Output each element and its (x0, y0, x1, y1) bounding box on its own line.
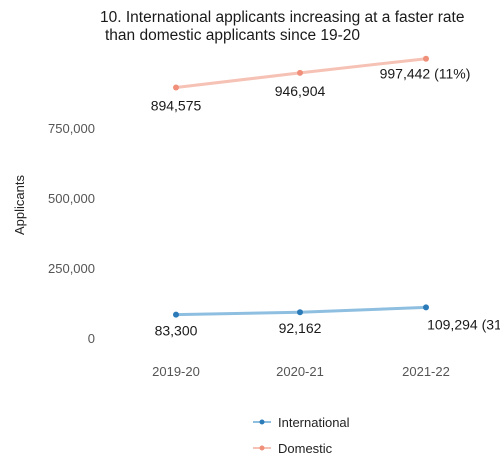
x-tick-label: 2019-20 (152, 364, 200, 379)
data-point (297, 69, 303, 76)
chart-title-line-2: than domestic applicants since 19-20 (105, 27, 361, 44)
y-ticks: 0 250,000 500,000 750,000 (48, 121, 95, 346)
x-tick-label: 2021-22 (402, 364, 450, 379)
data-label: 997,442 (11%) (380, 66, 471, 82)
chart-title-line-1: 10. International applicants increasing … (100, 9, 465, 26)
data-label: 92,162 (279, 320, 322, 336)
data-label: 894,575 (151, 98, 202, 114)
chart-title: 10. International applicants increasing … (100, 9, 495, 45)
y-tick-label: 250,000 (48, 261, 95, 276)
data-point (423, 55, 429, 62)
data-point (173, 311, 179, 318)
legend-label-domestic: Domestic (278, 441, 333, 456)
data-point (297, 309, 303, 316)
x-ticks: 2019-20 2020-21 2021-22 (152, 364, 450, 379)
y-tick-label: 500,000 (48, 191, 95, 206)
legend-label-international: International (278, 415, 350, 430)
y-tick-label: 750,000 (48, 121, 95, 136)
data-label: 83,300 (155, 323, 198, 339)
x-tick-label: 2020-21 (276, 364, 324, 379)
series-group: 83,300 92,162 109,294 (31%) 894,575 946,904 9… (151, 55, 500, 339)
data-label: 109,294 (31%) (427, 316, 500, 332)
data-label: 946,904 (275, 83, 326, 99)
y-tick-label: 0 (88, 331, 95, 346)
legend: International Domestic (253, 415, 350, 456)
legend-marker-international (259, 419, 265, 425)
data-point (423, 304, 429, 311)
legend-marker-domestic (259, 445, 265, 451)
y-axis-label: Applicants (12, 175, 27, 235)
data-point (173, 84, 179, 91)
